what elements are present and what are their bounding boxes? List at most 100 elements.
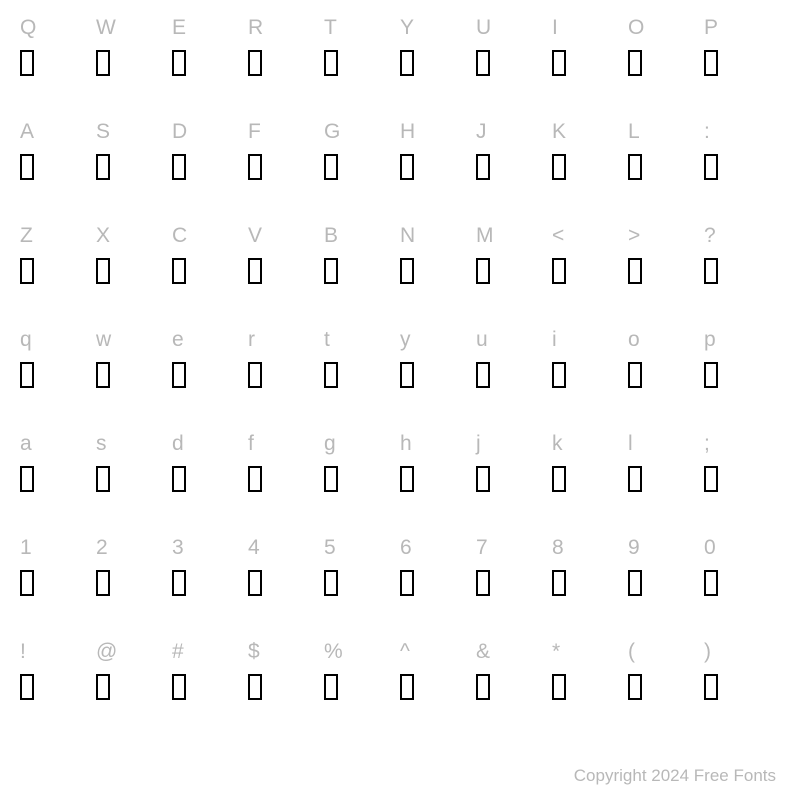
missing-glyph-box [172, 674, 186, 700]
char-cell: r [248, 324, 324, 428]
char-cell: : [704, 116, 780, 220]
char-label: 6 [400, 532, 412, 564]
char-label: a [20, 428, 32, 460]
char-cell: L [628, 116, 704, 220]
char-cell: h [400, 428, 476, 532]
char-cell: 0 [704, 532, 780, 636]
char-cell: q [20, 324, 96, 428]
char-cell: 6 [400, 532, 476, 636]
char-label: 2 [96, 532, 108, 564]
char-cell: 3 [172, 532, 248, 636]
missing-glyph-box [20, 154, 34, 180]
char-label: A [20, 116, 34, 148]
missing-glyph-box [248, 674, 262, 700]
char-cell: 1 [20, 532, 96, 636]
missing-glyph-box [552, 50, 566, 76]
missing-glyph-box [172, 466, 186, 492]
char-label: 8 [552, 532, 564, 564]
char-label: Z [20, 220, 33, 252]
missing-glyph-box [476, 570, 490, 596]
missing-glyph-box [628, 154, 642, 180]
missing-glyph-box [628, 466, 642, 492]
missing-glyph-box [552, 258, 566, 284]
char-label: W [96, 12, 116, 44]
missing-glyph-box [628, 362, 642, 388]
char-cell: k [552, 428, 628, 532]
missing-glyph-box [324, 154, 338, 180]
char-label: $ [248, 636, 260, 668]
missing-glyph-box [248, 154, 262, 180]
char-cell: ! [20, 636, 96, 740]
char-label: 3 [172, 532, 184, 564]
missing-glyph-box [704, 154, 718, 180]
char-cell: G [324, 116, 400, 220]
missing-glyph-box [552, 466, 566, 492]
char-label: < [552, 220, 564, 252]
char-label: # [172, 636, 184, 668]
char-label: ^ [400, 636, 410, 668]
char-label: F [248, 116, 261, 148]
missing-glyph-box [172, 362, 186, 388]
char-label: N [400, 220, 415, 252]
missing-glyph-box [248, 466, 262, 492]
missing-glyph-box [628, 50, 642, 76]
char-cell: 5 [324, 532, 400, 636]
missing-glyph-box [248, 570, 262, 596]
char-cell: 8 [552, 532, 628, 636]
missing-glyph-box [324, 50, 338, 76]
char-label: q [20, 324, 32, 356]
char-label: 4 [248, 532, 260, 564]
char-label: @ [96, 636, 117, 668]
char-cell: p [704, 324, 780, 428]
char-cell: U [476, 12, 552, 116]
char-label: R [248, 12, 263, 44]
missing-glyph-box [476, 258, 490, 284]
char-cell: I [552, 12, 628, 116]
missing-glyph-box [476, 50, 490, 76]
missing-glyph-box [628, 570, 642, 596]
char-cell: s [96, 428, 172, 532]
char-cell: Z [20, 220, 96, 324]
char-cell: % [324, 636, 400, 740]
char-cell: V [248, 220, 324, 324]
missing-glyph-box [704, 258, 718, 284]
char-label: k [552, 428, 563, 460]
char-label: u [476, 324, 488, 356]
char-label: ? [704, 220, 716, 252]
char-cell: J [476, 116, 552, 220]
char-cell: ^ [400, 636, 476, 740]
missing-glyph-box [400, 154, 414, 180]
char-label: 9 [628, 532, 640, 564]
char-label: * [552, 636, 560, 668]
missing-glyph-box [400, 674, 414, 700]
missing-glyph-box [628, 674, 642, 700]
char-label: B [324, 220, 338, 252]
char-cell: t [324, 324, 400, 428]
char-label: y [400, 324, 411, 356]
missing-glyph-box [172, 154, 186, 180]
char-label: ) [704, 636, 711, 668]
missing-glyph-box [324, 258, 338, 284]
char-cell: $ [248, 636, 324, 740]
missing-glyph-box [96, 362, 110, 388]
missing-glyph-box [172, 258, 186, 284]
char-label: V [248, 220, 262, 252]
char-label: ; [704, 428, 710, 460]
missing-glyph-box [20, 50, 34, 76]
char-label: O [628, 12, 644, 44]
missing-glyph-box [476, 154, 490, 180]
char-label: E [172, 12, 186, 44]
char-cell: ? [704, 220, 780, 324]
char-cell: H [400, 116, 476, 220]
char-cell: y [400, 324, 476, 428]
char-cell: W [96, 12, 172, 116]
missing-glyph-box [552, 570, 566, 596]
char-label: % [324, 636, 343, 668]
missing-glyph-box [400, 50, 414, 76]
char-cell: ; [704, 428, 780, 532]
char-label: r [248, 324, 255, 356]
missing-glyph-box [400, 362, 414, 388]
missing-glyph-box [704, 674, 718, 700]
character-map-grid: QWERTYUIOPASDFGHJKL:ZXCVBNM<>?qwertyuiop… [0, 0, 800, 740]
char-cell: & [476, 636, 552, 740]
